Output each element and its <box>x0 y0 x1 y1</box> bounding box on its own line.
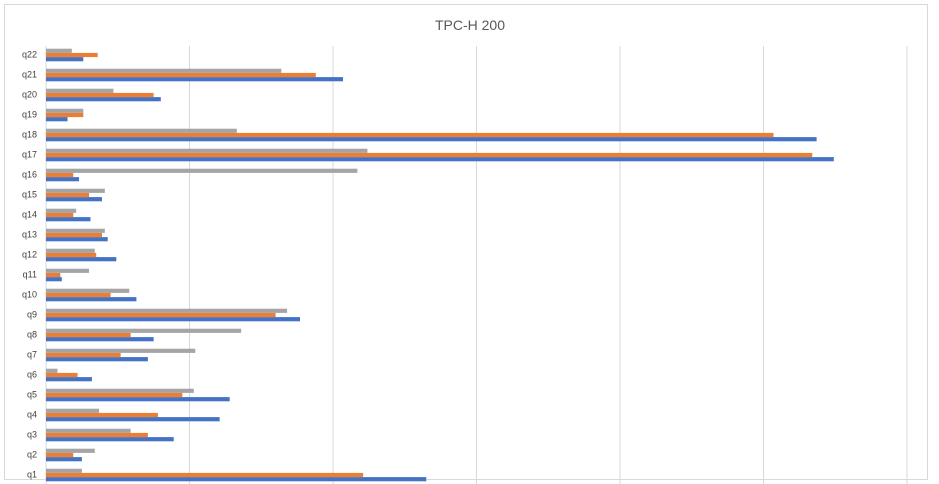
category-tick-label: q1 <box>27 469 37 479</box>
bar-q21-series-1 <box>46 77 344 82</box>
bar-q16-series-2 <box>46 172 74 178</box>
bar-q10-series-3 <box>46 288 130 293</box>
bar-q19-series-2 <box>46 112 84 118</box>
bar-q18-series-1 <box>46 137 817 142</box>
bar-q17-series-1 <box>46 157 834 162</box>
bar-q6-series-1 <box>46 377 92 382</box>
bar-q20-series-3 <box>46 88 114 93</box>
bar-q3-series-3 <box>46 428 131 433</box>
bar-q9-series-3 <box>46 308 288 313</box>
category-tick-label: q18 <box>22 129 37 139</box>
bar-q14-series-2 <box>46 212 74 218</box>
bar-q4-series-3 <box>46 408 100 413</box>
bar-q11-series-1 <box>46 277 62 282</box>
bar-q19-series-3 <box>46 108 84 113</box>
category-tick-label: q9 <box>27 309 37 319</box>
bar-q2-series-3 <box>46 448 95 453</box>
bar-q11-series-3 <box>46 268 90 273</box>
bar-q16-series-3 <box>46 168 358 173</box>
bar-q3-series-2 <box>46 432 148 438</box>
category-tick-label: q13 <box>22 229 37 239</box>
bar-q21-series-2 <box>46 72 316 78</box>
bar-q7-series-2 <box>46 352 121 358</box>
bar-q18-series-3 <box>46 128 237 133</box>
category-tick-label: q11 <box>23 269 37 279</box>
category-labels: q1 q2 q3 q4 q5 q6 q7 q8 q9 q10 q11 q12 q13 q14 q15 q16 q… <box>22 49 37 479</box>
category-tick-label: q22 <box>22 49 37 59</box>
bar-q1-series-3 <box>46 468 82 473</box>
chart-title: TPC-H 200 <box>435 17 505 33</box>
bar-q6-series-3 <box>46 368 58 373</box>
category-tick-label: q5 <box>27 389 37 399</box>
bar-q1-series-1 <box>46 477 427 482</box>
category-tick-label: q3 <box>27 429 37 439</box>
category-tick-label: q8 <box>27 329 37 339</box>
bars <box>46 48 834 482</box>
bar-q22-series-3 <box>46 48 72 53</box>
category-tick-label: q15 <box>22 189 37 199</box>
bar-q11-series-2 <box>46 272 61 278</box>
bar-q18-series-2 <box>46 132 774 138</box>
category-tick-label: q19 <box>22 109 37 119</box>
bar-q3-series-1 <box>46 437 174 442</box>
category-tick-label: q14 <box>22 209 37 219</box>
bar-q8-series-2 <box>46 332 131 338</box>
category-tick-label: q12 <box>22 249 37 259</box>
bar-q13-series-2 <box>46 232 102 238</box>
category-tick-label: q2 <box>27 449 37 459</box>
bar-q13-series-1 <box>46 237 108 242</box>
bar-q5-series-1 <box>46 397 230 402</box>
bar-q20-series-1 <box>46 97 161 102</box>
bar-q12-series-1 <box>46 257 117 262</box>
bar-q16-series-1 <box>46 177 80 182</box>
bar-q8-series-1 <box>46 337 154 342</box>
category-tick-label: q4 <box>27 409 37 419</box>
bar-q2-series-1 <box>46 457 82 462</box>
category-tick-label: q16 <box>22 169 37 179</box>
bar-q10-series-1 <box>46 297 137 302</box>
category-tick-label: q10 <box>22 289 37 299</box>
bar-q1-series-2 <box>46 472 364 478</box>
bar-q12-series-2 <box>46 252 97 258</box>
category-tick-label: q7 <box>27 349 37 359</box>
bar-q4-series-1 <box>46 417 220 422</box>
bar-q9-series-1 <box>46 317 300 322</box>
bar-q20-series-2 <box>46 92 154 98</box>
bar-q5-series-2 <box>46 392 183 398</box>
bar-q8-series-3 <box>46 328 242 333</box>
bar-q19-series-1 <box>46 117 68 122</box>
category-tick-label: q20 <box>22 89 37 99</box>
category-tick-label: q21 <box>22 69 37 79</box>
bar-q6-series-2 <box>46 372 78 378</box>
bar-q15-series-2 <box>46 192 90 198</box>
bar-q22-series-1 <box>46 57 84 62</box>
bar-q4-series-2 <box>46 412 158 418</box>
bar-q7-series-1 <box>46 357 148 362</box>
bar-q14-series-1 <box>46 217 91 222</box>
category-tick-label: q6 <box>27 369 37 379</box>
bar-q15-series-1 <box>46 197 102 202</box>
bar-q10-series-2 <box>46 292 111 298</box>
bar-q14-series-3 <box>46 208 77 213</box>
bar-q12-series-3 <box>46 248 95 253</box>
bar-q2-series-2 <box>46 452 74 458</box>
bar-q21-series-3 <box>46 68 282 73</box>
bar-q22-series-2 <box>46 52 98 58</box>
bar-q7-series-3 <box>46 348 196 353</box>
bar-q15-series-3 <box>46 188 105 193</box>
bar-q13-series-3 <box>46 228 105 233</box>
bar-q17-series-3 <box>46 148 368 153</box>
category-tick-label: q17 <box>22 149 37 159</box>
bar-q17-series-2 <box>46 152 813 158</box>
bar-q5-series-3 <box>46 388 194 393</box>
bar-q9-series-2 <box>46 312 276 318</box>
